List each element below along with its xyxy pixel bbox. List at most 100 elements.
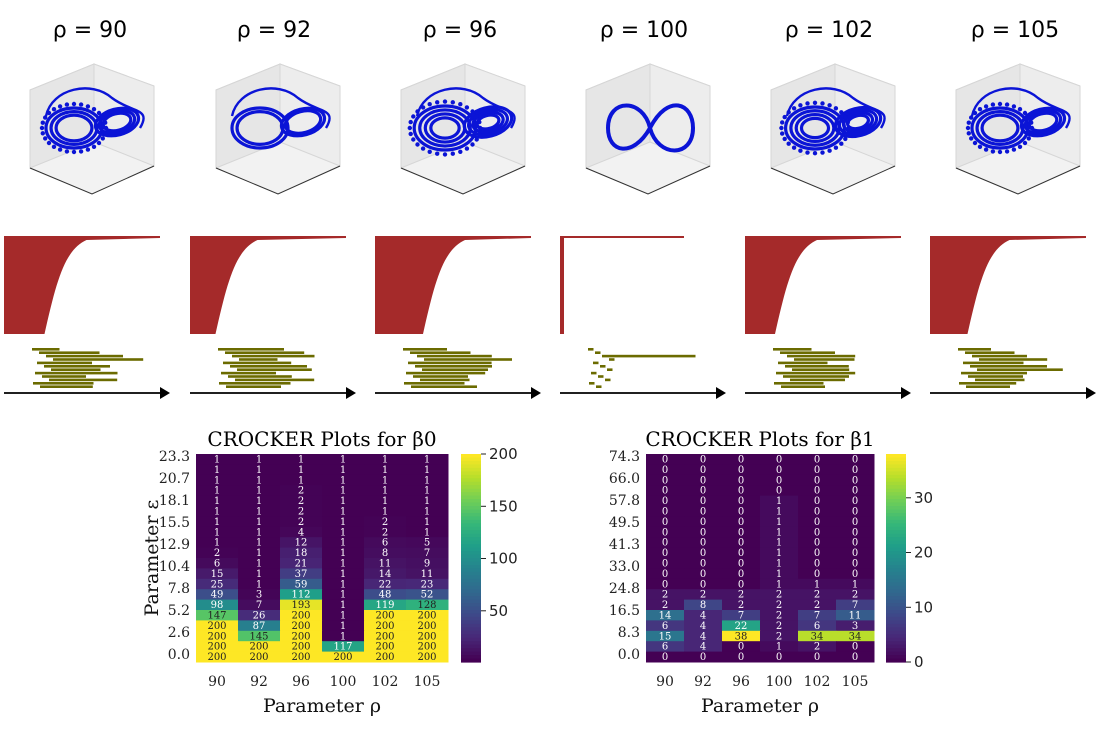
h1-bar [408,361,492,365]
colorbar-segment [886,589,906,594]
attractor-point [442,152,448,157]
heatmap-cell-label: 1 [776,527,782,538]
heatmap-cell-label: 15 [211,569,224,580]
heatmap-cell-label: 200 [291,611,310,622]
heatmap-cell [798,495,837,507]
heatmap-y-tick: 18.1 [159,493,190,509]
colorbar-segment [461,544,481,549]
heatmap-cell-label: 0 [662,569,668,580]
heatmap-cell [836,558,875,569]
attractor-point [791,145,797,150]
heatmap-cell [238,454,281,465]
heatmap-cell-label: 200 [375,652,394,663]
heatmap-cell [238,495,281,507]
heatmap-cell [836,547,875,559]
heatmap-cell-label: 7 [814,611,820,622]
heatmap-cell-label: 2 [738,600,744,611]
heatmap-cell [798,516,837,528]
attractor-point [458,102,463,107]
attractor-point [470,109,475,114]
colorbar-segment [461,551,481,556]
axes-edge [215,165,341,195]
attractor-point [408,131,413,137]
h1-bar [221,371,276,375]
attractor-point [977,107,983,112]
heatmap-cell [836,641,875,653]
heatmap-cell-label: 34 [849,631,862,642]
heatmap-cell-label: 1 [214,475,220,486]
h1-bar [411,385,477,388]
heatmap-cell [406,506,449,517]
heatmap-cell-label: 1 [776,559,782,570]
attractor-point [46,140,52,146]
heatmap-cell-label: 2 [776,590,782,601]
h1-bar [781,385,825,388]
heatmap-cell [760,495,799,507]
heatmap-cell [322,464,365,476]
attractor-point [477,131,482,137]
heatmap-cell [722,516,761,528]
heatmap-cell [646,630,685,642]
heatmap-cell [646,599,685,611]
colorbar-segment [461,606,481,611]
h0-barcode-panel [4,236,160,334]
heatmap-cell [238,630,281,642]
crocker-heatmap: 1 1 1 1 1 11 1 1 1 1 11 1 1 1 1 11 1 2 1 1 11 1 2 1 1 11 1 2 1 1 11 1 2 1… [141,427,518,717]
heatmap-cell-label: 0 [814,455,820,466]
heatmap-cell [322,537,365,549]
heatmap-cell [684,651,723,663]
h1-bar [977,368,1063,371]
heatmap-cell [196,630,239,642]
colorbar-segment [461,547,481,552]
heatmap-cell [238,485,281,497]
attractor-point [820,150,825,155]
heatmap-x-tick: 105 [842,674,869,690]
heatmap-cell-label: 1 [340,579,346,590]
heatmap-cell [798,599,837,611]
attractor-point [64,149,70,154]
heatmap-cell-label: 22 [379,579,392,590]
colorbar-segment [461,658,481,663]
heatmap-cell [322,630,365,642]
colorbar-segment [886,592,906,597]
colorbar-segment [886,519,906,524]
heatmap-cell [836,589,875,601]
h1-bar [410,351,471,354]
heatmap-cell [364,464,407,476]
attractor-loop-left [970,106,1030,150]
heatmap-cell [646,516,685,528]
heatmap-cell [196,547,239,559]
colorbar-segment [461,589,481,594]
colorbar-tick-label: 200 [489,445,518,463]
heatmap-y-tick: 0.0 [168,647,190,663]
h1-bar [790,378,845,382]
heatmap-cell [760,526,799,538]
heatmap-cell-label: 1 [256,569,262,580]
heatmap-cell [322,578,365,590]
attractor-point [827,103,832,108]
heatmap-cell-label: 1 [214,538,220,549]
h1-bar [51,368,101,371]
attractor-loop-right [1027,111,1059,133]
heatmap-cell-label: 0 [738,465,744,476]
heatmap-cell-label: 1 [256,517,262,528]
heatmap-cell [760,506,799,517]
heatmap-y-tick: 66.0 [609,471,640,487]
heatmap-y-tick: 2.6 [168,625,190,641]
attractor-point [786,141,791,146]
colorbar-segment [461,613,481,618]
heatmap-cell-label: 11 [379,559,392,570]
heatmap-cell-label: 0 [662,475,668,486]
heatmap-cell [836,599,875,611]
colorbar-segment [886,516,906,521]
colorbar-segment [461,537,481,542]
attractor-point [997,101,1003,107]
heatmap-cell [722,568,761,580]
attractor-point [839,110,844,115]
h1-bar [403,348,447,351]
colorbar-segment [886,481,906,486]
heatmap-cell-label: 2 [814,642,820,653]
colorbar-segment [461,506,481,511]
heatmap-cell-label: 0 [738,652,744,663]
attractor-point [843,136,848,142]
